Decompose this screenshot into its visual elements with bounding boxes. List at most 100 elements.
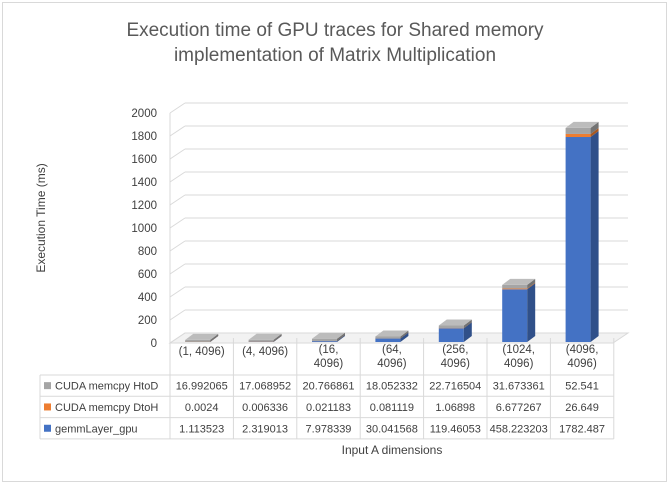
category-label: (4096, — [566, 344, 599, 356]
bar-segment-side — [590, 127, 599, 138]
bar-segment-side — [400, 332, 409, 342]
bar-segment-side — [527, 283, 536, 342]
table-cell: 20.766861 — [303, 381, 355, 393]
chart-title-line-1: Execution time of GPU traces for Shared … — [126, 20, 544, 41]
bar-segment-side — [210, 333, 219, 342]
y-tick-label: 1000 — [131, 223, 157, 235]
series-name: CUDA memcpy HtoD — [55, 381, 158, 393]
y-axis-title: Execution Time (ms) — [34, 163, 48, 272]
category-label: (64, — [382, 344, 402, 356]
bar-stack — [185, 333, 219, 342]
table-cell: 0.081119 — [370, 402, 414, 414]
legend-key — [44, 382, 51, 390]
gridline-side — [169, 171, 186, 183]
gridline-side — [169, 102, 186, 114]
bar-stack — [248, 333, 282, 342]
bar-segment-front — [375, 338, 401, 342]
data-table: (1, 4096) (4, 4096) (16, 4096) (64, 4096) (256… — [39, 338, 615, 440]
table-cell: 7.978339 — [306, 423, 352, 435]
y-tick-label: 400 — [138, 292, 157, 304]
bar-top — [438, 319, 472, 326]
bar-segment-front — [502, 288, 528, 290]
table-cell: 0.021183 — [306, 402, 351, 414]
bar-segment-front — [312, 338, 337, 342]
table-cell: 0.006336 — [242, 402, 288, 414]
bar-top — [502, 278, 536, 285]
table-cell: 1.113523 — [179, 423, 224, 435]
y-axis-ticks: 0 200 400 600 800 1000 1200 1400 1600 1800 2000 — [131, 108, 157, 350]
y-tick-label: 800 — [138, 246, 157, 258]
bar-stack — [312, 332, 345, 342]
table-cell: 1782.487 — [559, 423, 605, 435]
table-cell: 2.319013 — [242, 423, 288, 435]
bars — [185, 121, 599, 342]
bar-segment-front — [438, 325, 464, 329]
y-tick-label: 0 — [151, 338, 157, 350]
bar-segment-side — [590, 121, 599, 134]
gridline-side — [169, 263, 186, 275]
category-label: 4096) — [504, 358, 534, 370]
category-label: (16, — [319, 344, 339, 356]
bar-segment-front — [248, 341, 274, 342]
bar-segment-front — [185, 339, 211, 342]
bar-segment-side — [527, 278, 536, 289]
bar-top — [565, 121, 599, 128]
bar-segment-front — [502, 289, 528, 342]
gridline-side — [169, 125, 186, 137]
bar-segment-front — [565, 137, 591, 342]
gridline-side — [169, 240, 186, 252]
gridline-side — [169, 148, 186, 160]
y-tick-label: 1200 — [131, 200, 157, 212]
y-tick-label: 600 — [138, 269, 157, 281]
table-cell: 1.06898 — [435, 402, 475, 414]
chart-title-line-2: implementation of Matrix Multiplication — [174, 45, 496, 66]
bar-segment-side — [590, 131, 599, 342]
table-cell: 26.649 — [565, 402, 599, 414]
bar-stack — [502, 278, 536, 342]
legend-key — [44, 424, 51, 432]
gridline-side — [169, 286, 186, 298]
bar-segment-side — [463, 322, 472, 342]
category-label: 4096) — [377, 358, 407, 370]
table-cell: 16.992065 — [176, 381, 228, 393]
series-name: gemmLayer_gpu — [55, 423, 138, 435]
series-name: CUDA memcpy DtoH — [55, 402, 158, 414]
bar-segment-front — [312, 341, 337, 342]
gridline-side — [169, 217, 186, 229]
category-label: (4, 4096) — [242, 346, 288, 358]
category-label: (1024, — [502, 344, 535, 356]
category-label: 4096) — [567, 358, 597, 370]
bar-top — [248, 333, 282, 340]
table-cell: 18.052332 — [366, 381, 418, 393]
category-label: (256, — [442, 344, 468, 356]
bar-segment-side — [273, 333, 282, 342]
bar-segment-front — [375, 336, 401, 339]
category-label: 4096) — [441, 358, 471, 370]
category-label: 4096) — [314, 358, 344, 370]
table-cell: 6.677267 — [496, 402, 542, 414]
chart-frame — [2, 2, 667, 482]
category-label: (1, 4096) — [179, 346, 225, 358]
bar-stack — [375, 330, 409, 342]
bar-segment-front — [248, 339, 274, 342]
table-cell: 0.0024 — [185, 402, 219, 414]
bar-segment-front — [438, 328, 464, 342]
y-tick-label: 1800 — [131, 131, 157, 143]
bar-segment-front — [565, 133, 591, 138]
y-tick-label: 1600 — [131, 154, 157, 166]
y-tick-label: 2000 — [131, 108, 157, 120]
gridline-side — [169, 332, 186, 344]
y-tick-label: 200 — [138, 315, 157, 327]
table-cell: 119.46053 — [430, 423, 481, 435]
bar-top — [312, 332, 345, 339]
y-tick-label: 1400 — [131, 177, 157, 189]
x-axis-title: Input A dimensions — [342, 443, 443, 457]
table-cell: 31.673361 — [493, 381, 545, 393]
legend-key — [44, 403, 51, 411]
bar-segment-side — [527, 282, 536, 290]
chart-walls — [168, 102, 630, 344]
bar-stack — [565, 121, 599, 342]
table-cell: 17.068952 — [239, 381, 291, 393]
bar-segment-side — [400, 330, 409, 339]
